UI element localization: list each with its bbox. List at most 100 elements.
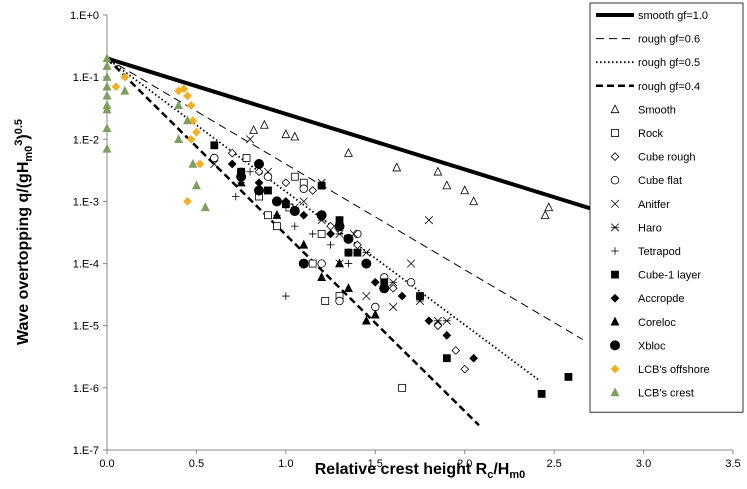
y-axis-label: Wave overtopping q/(gHm03)0.5: [13, 119, 35, 345]
x-tick-label: 2.0: [457, 458, 472, 470]
legend-label: smooth gf=1.0: [638, 10, 708, 22]
legend-label: Cube rough: [638, 152, 696, 164]
data-point: [192, 127, 201, 137]
data-point: [460, 185, 470, 195]
x-label-part: Relative crest height R: [315, 461, 488, 478]
data-point: [236, 177, 246, 187]
data-point: [361, 258, 372, 269]
data-point: [282, 292, 290, 300]
y-tick-label: 1.E-2: [73, 134, 99, 146]
data-point: [254, 159, 265, 170]
data-point: [406, 278, 416, 287]
data-point: [344, 259, 353, 268]
data-point: [102, 71, 112, 81]
trend-line: [107, 58, 584, 340]
legend-marker: [611, 247, 619, 255]
data-point: [334, 221, 345, 232]
data-point: [249, 125, 259, 134]
legend-label: Cube flat: [638, 175, 682, 187]
x-tick-label: 2.5: [546, 458, 561, 470]
legend-marker: [610, 364, 620, 374]
data-point: [326, 221, 335, 231]
data-point: [316, 210, 327, 221]
x-tick-label: 1.5: [368, 458, 383, 470]
data-point: [102, 81, 112, 91]
data-point: [272, 210, 282, 219]
y-tick-label: 1.E-7: [73, 445, 99, 457]
data-point: [398, 383, 407, 392]
data-point: [442, 354, 451, 363]
legend-marker: [610, 387, 620, 397]
data-point: [460, 364, 470, 374]
data-point: [299, 239, 309, 249]
legend-marker: [610, 152, 620, 161]
data-point: [353, 248, 362, 257]
x-tick-label: 0.5: [189, 458, 204, 470]
data-point: [200, 202, 210, 212]
data-point: [188, 116, 198, 125]
data-point: [451, 346, 461, 355]
legend-label: rough gf=0.6: [638, 34, 700, 46]
x-label-part: /H: [493, 461, 509, 478]
data-point: [335, 229, 344, 239]
data-point: [544, 202, 554, 212]
data-point: [210, 141, 219, 150]
data-point: [231, 192, 240, 201]
data-point: [424, 216, 434, 225]
y-tick-label: 1.E-6: [73, 383, 99, 395]
y-label-sup: 0.5: [13, 119, 25, 134]
data-point: [344, 248, 353, 257]
legend-label: Anitfer: [638, 199, 670, 211]
data-point: [259, 119, 269, 129]
data-point: [321, 297, 330, 305]
data-point: [290, 172, 299, 181]
data-point: [174, 100, 183, 110]
data-point: [191, 180, 201, 190]
data-point: [416, 292, 424, 300]
data-point: [264, 211, 272, 220]
data-point: [210, 153, 219, 163]
data-point: [362, 291, 371, 301]
data-point: [370, 309, 380, 319]
data-point: [281, 178, 291, 188]
data-point: [389, 278, 398, 287]
data-point: [540, 210, 550, 219]
y-tick-label: 1.E-4: [73, 259, 99, 271]
data-point: [424, 316, 434, 326]
data-point: [246, 135, 255, 144]
data-point: [362, 248, 371, 257]
legend-label: Tetrapod: [638, 246, 681, 258]
data-point: [186, 101, 196, 110]
data-point: [326, 241, 335, 249]
data-point: [102, 90, 112, 100]
data-point: [263, 167, 273, 176]
data-point: [227, 148, 237, 158]
data-point: [102, 104, 112, 114]
legend-label: Xbloc: [638, 340, 666, 352]
data-point: [353, 229, 362, 239]
data-point: [344, 147, 353, 157]
data-point: [186, 134, 196, 144]
data-point: [317, 181, 326, 190]
data-point: [227, 159, 237, 169]
data-point: [183, 91, 192, 101]
data-point: [102, 143, 112, 153]
legend-label: Accropde: [638, 293, 684, 305]
data-point: [317, 230, 326, 238]
legend-marker: [611, 270, 619, 279]
legend-label: rough gf=0.4: [638, 81, 700, 93]
data-point: [298, 258, 309, 269]
data-point: [335, 296, 344, 306]
data-point: [254, 167, 264, 177]
legend-label: LCB's crest: [638, 388, 694, 400]
data-point: [120, 85, 130, 95]
data-point: [254, 178, 264, 188]
data-point: [392, 162, 402, 172]
data-point: [179, 84, 189, 94]
legend-marker: [610, 340, 621, 351]
data-point: [236, 171, 247, 182]
data-point: [183, 197, 192, 206]
data-point: [469, 196, 479, 206]
legend-label: LCB's offshore: [638, 364, 710, 376]
